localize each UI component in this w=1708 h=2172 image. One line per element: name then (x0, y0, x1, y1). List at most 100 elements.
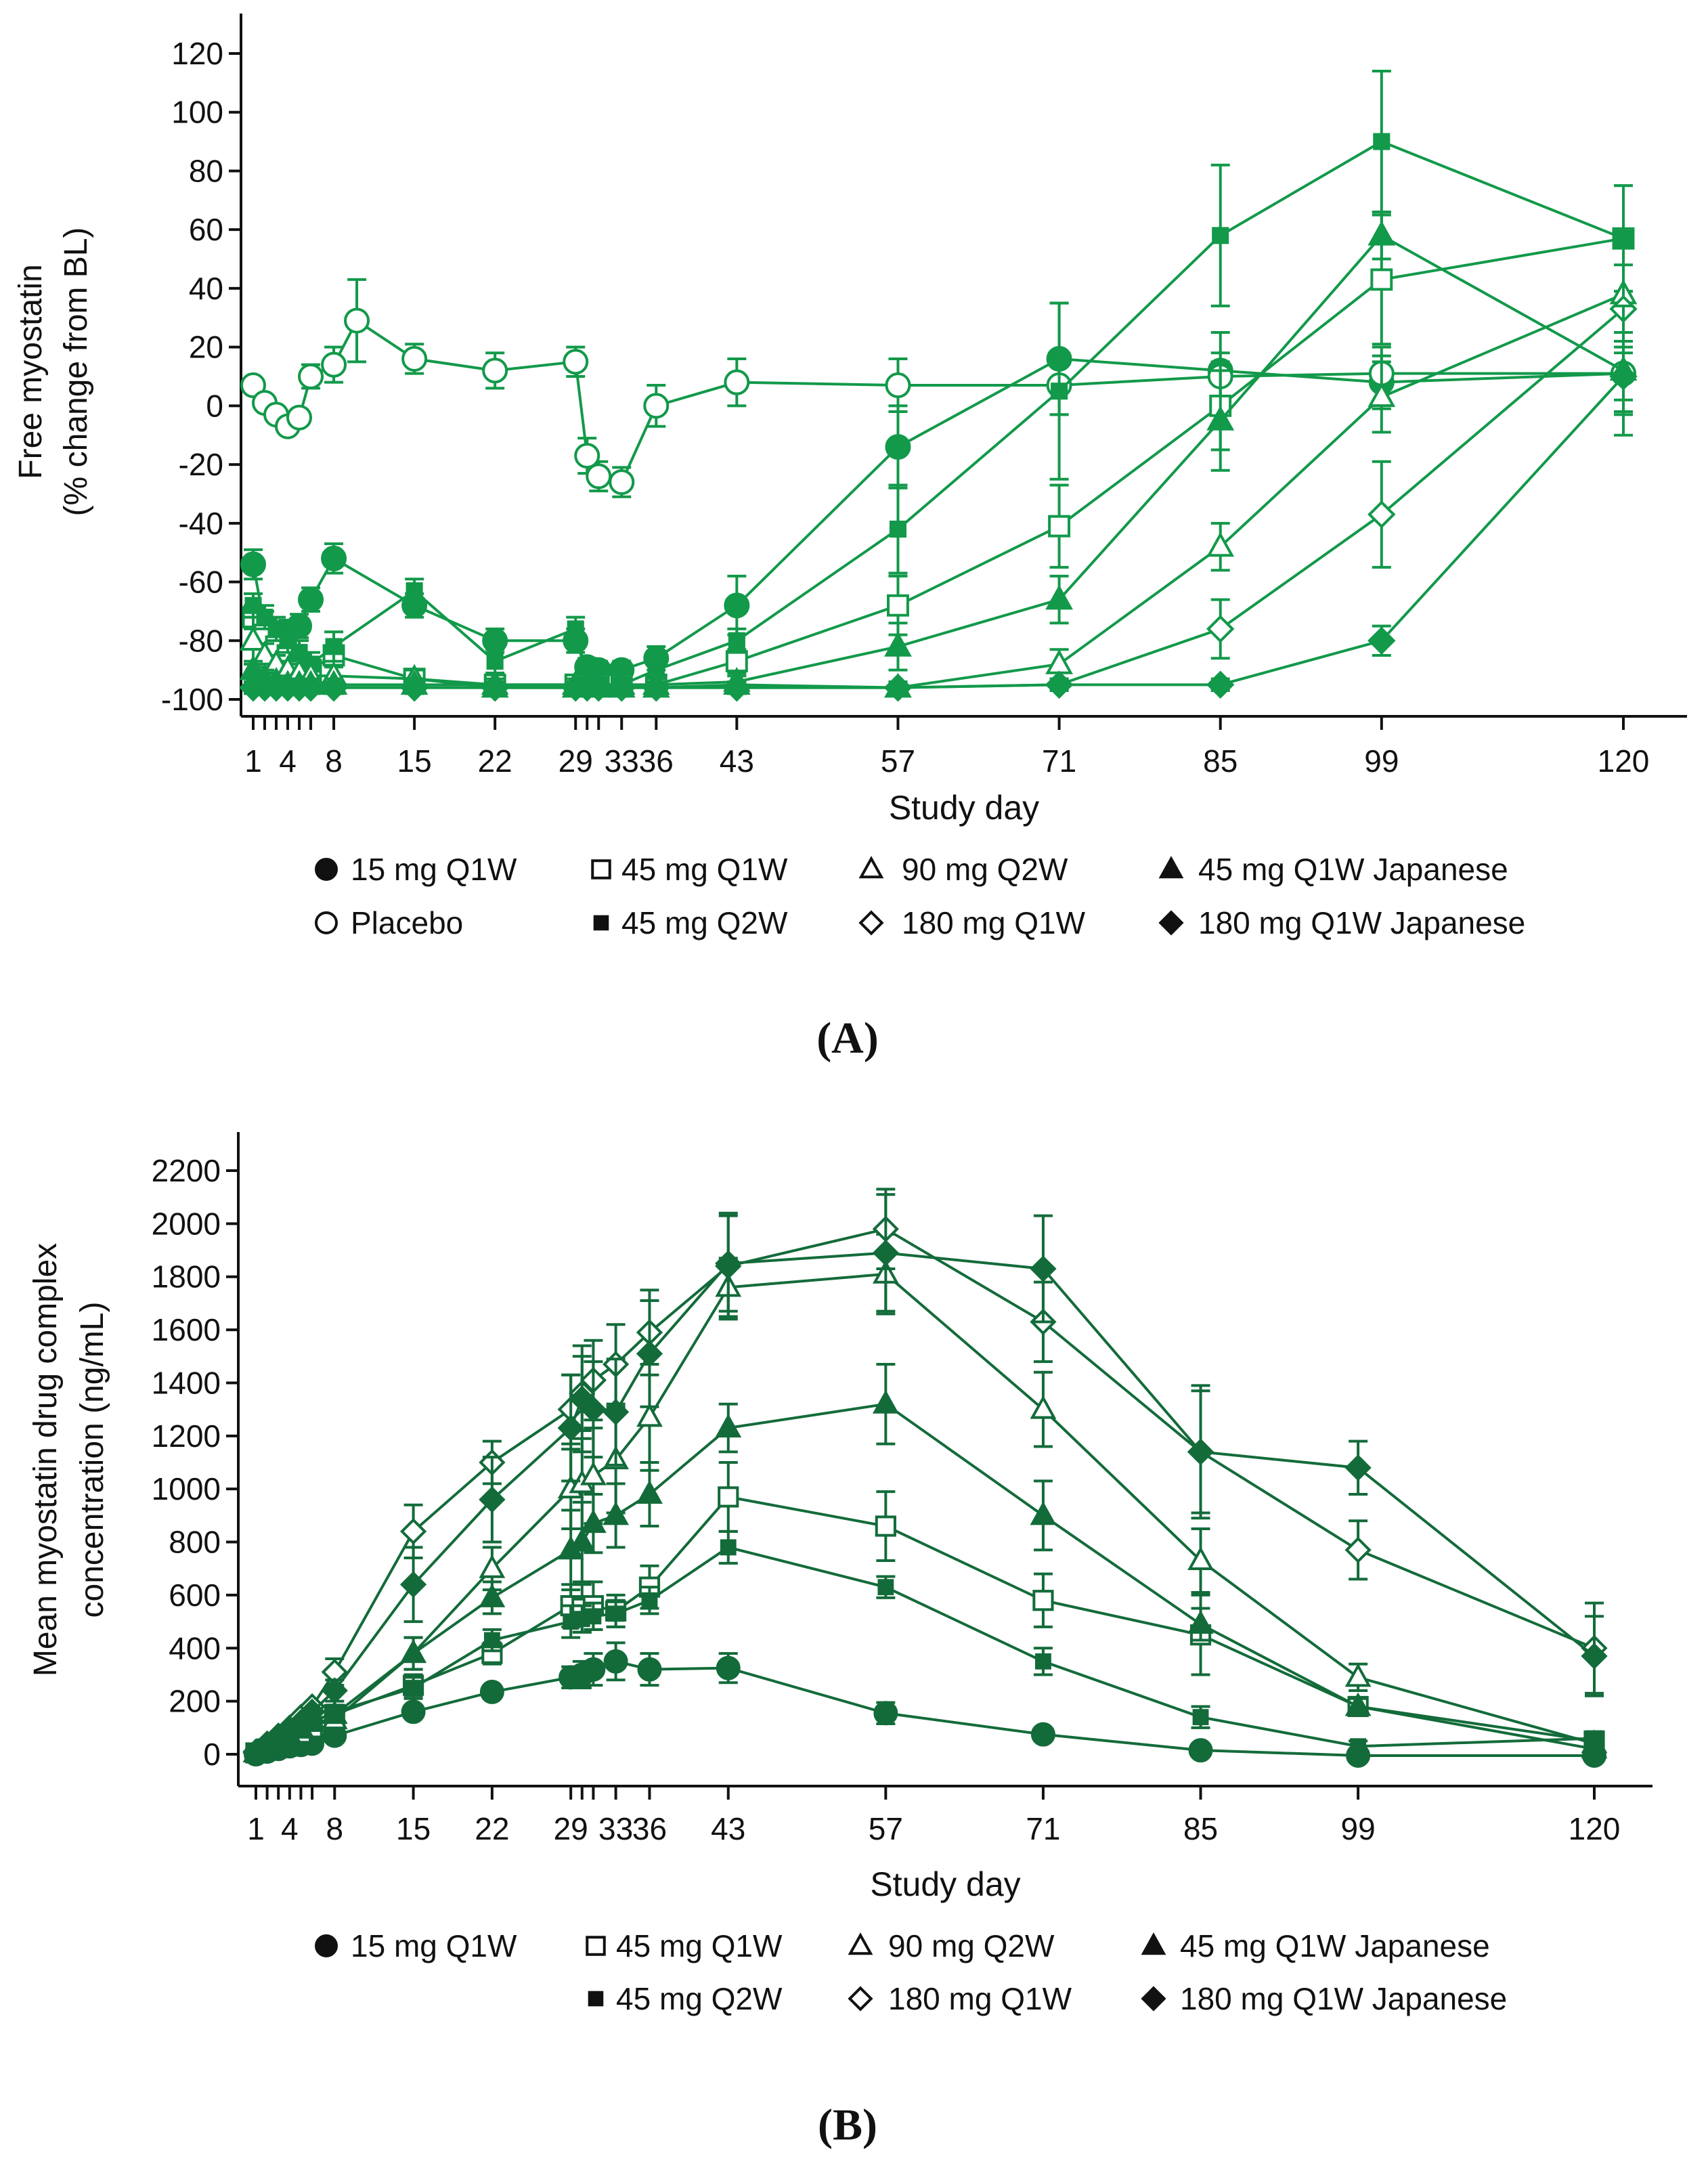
x-tick-label: 22 (478, 743, 512, 779)
y-axis-title: (% change from BL) (58, 227, 94, 517)
y-axis-title: Free myostatin (13, 264, 49, 479)
data-point (1206, 670, 1235, 699)
y-tick-label: -20 (179, 447, 223, 482)
data-point (722, 673, 751, 702)
data-point (887, 594, 909, 617)
legend-marker (858, 856, 884, 879)
data-point (297, 673, 325, 702)
data-point (1187, 1546, 1214, 1570)
data-point (1030, 1722, 1055, 1747)
data-point (1045, 584, 1073, 610)
data-point (877, 1579, 894, 1596)
data-point (643, 393, 670, 419)
data-point (872, 1239, 899, 1267)
legend-marker (848, 1986, 873, 2012)
x-tick-label: 57 (869, 1811, 903, 1846)
data-point (1192, 1709, 1209, 1726)
data-point (298, 586, 324, 613)
legend-label: 15 mg Q1W (351, 1928, 517, 1963)
legend-label: 90 mg Q2W (888, 1928, 1055, 1963)
y-tick-label: 0 (203, 1737, 221, 1772)
x-tick-label: 99 (1364, 743, 1399, 779)
data-point (479, 1554, 506, 1578)
series-line (252, 357, 1624, 672)
panel-label: (B) (818, 2100, 877, 2150)
data-point (320, 673, 348, 702)
legend-marker (1158, 910, 1184, 936)
data-point (883, 673, 913, 702)
data-point (716, 1655, 741, 1680)
legend: 15 mg Q1W 45 mg Q1W 90 mg Q2W 45 mg Q1W Jap… (315, 1928, 1507, 2016)
data-point (1615, 230, 1632, 247)
legend-label: 45 mg Q1W Japanese (1180, 1928, 1490, 1963)
x-tick-label: 43 (711, 1811, 745, 1846)
y-tick-label: 2000 (152, 1206, 221, 1241)
legend-marker (848, 1932, 873, 1955)
data-point (1373, 133, 1391, 150)
x-tick-label: 120 (1598, 743, 1650, 779)
data-point (1030, 1255, 1057, 1282)
data-point (240, 551, 266, 578)
legend-marker (1141, 1986, 1166, 2012)
data-point (399, 1518, 427, 1545)
data-point (1367, 500, 1396, 529)
data-point (479, 1583, 506, 1607)
data-point (1367, 220, 1396, 246)
data-point (479, 1486, 506, 1513)
series-line (253, 375, 1625, 689)
data-point (1206, 406, 1235, 431)
data-point (715, 1414, 742, 1438)
x-axis-title: Study day (870, 1865, 1020, 1903)
x-tick-label: 29 (559, 743, 593, 779)
series-line (252, 234, 1624, 687)
y-axis-title: concentration (ng/mL) (74, 1302, 110, 1618)
legend-marker (315, 911, 338, 934)
series-placebo (240, 278, 1636, 498)
series-line (252, 237, 1624, 687)
legend-marker (858, 910, 884, 936)
data-point (586, 463, 612, 490)
data-point (581, 1657, 606, 1682)
legend-marker (315, 858, 338, 881)
x-tick-label: 15 (396, 1811, 431, 1846)
data-point (1367, 626, 1396, 655)
data-point (1032, 1590, 1054, 1611)
y-tick-label: 40 (189, 271, 223, 306)
y-tick-label: -60 (179, 565, 223, 600)
y-tick-label: 200 (169, 1684, 221, 1719)
series-line (255, 1495, 1595, 1754)
data-point (574, 443, 600, 469)
data-point (405, 1680, 422, 1696)
x-tick-label: 33 (598, 1811, 633, 1846)
panel-label: (A) (816, 1014, 879, 1063)
data-point (637, 1657, 662, 1682)
legend-marker (586, 1936, 606, 1956)
legend-label: 180 mg Q1W Japanese (1198, 905, 1525, 940)
series-15-mg-q1w (240, 301, 1636, 683)
data-point (239, 626, 267, 651)
data-point (636, 1480, 663, 1504)
data-point (400, 1639, 426, 1664)
legend-label: 45 mg Q2W (621, 905, 788, 940)
data-point (1030, 1395, 1057, 1419)
y-tick-label: 80 (189, 153, 223, 188)
y-axis-title: Mean myostatin drug complex (28, 1243, 64, 1676)
data-point (603, 1398, 630, 1426)
data-point (1188, 1738, 1213, 1763)
legend-marker (593, 915, 609, 931)
y-tick-label: 600 (169, 1578, 221, 1613)
series-90-mg-q2w (242, 1233, 1608, 1763)
chart-b: 0 200 400 600 800 1000 1200 1400 1600 1800 2000 220… (28, 1132, 1652, 2150)
data-point (607, 673, 636, 702)
data-point (1035, 1653, 1051, 1670)
x-tick-label: 99 (1341, 1811, 1376, 1846)
data-point (1187, 1438, 1214, 1465)
data-point (1350, 1738, 1367, 1755)
data-point (567, 620, 584, 638)
data-point (609, 469, 635, 496)
series-line (252, 139, 1624, 687)
y-tick-label: 1400 (152, 1365, 221, 1400)
legend-label: 180 mg Q1W Japanese (1180, 1981, 1507, 2016)
data-point (724, 592, 750, 619)
